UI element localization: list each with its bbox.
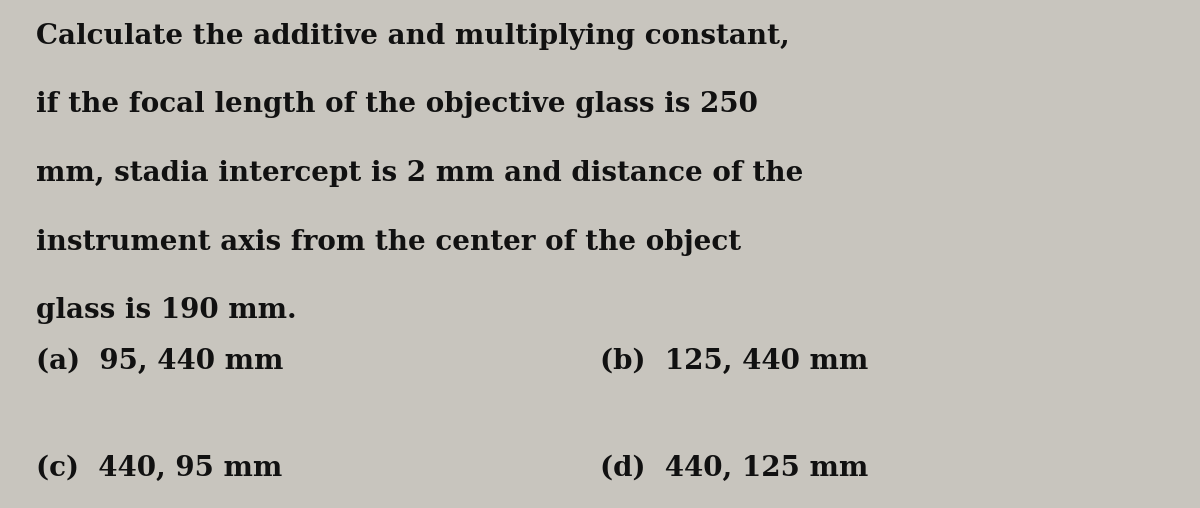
Text: Calculate the additive and multiplying constant,: Calculate the additive and multiplying c… bbox=[36, 23, 790, 50]
Text: (d)  440, 125 mm: (d) 440, 125 mm bbox=[600, 455, 869, 482]
Text: (a)  95, 440 mm: (a) 95, 440 mm bbox=[36, 348, 283, 375]
Text: if the focal length of the objective glass is 250: if the focal length of the objective gla… bbox=[36, 91, 758, 118]
Text: glass is 190 mm.: glass is 190 mm. bbox=[36, 297, 296, 324]
Text: instrument axis from the center of the object: instrument axis from the center of the o… bbox=[36, 229, 742, 256]
Text: (c)  440, 95 mm: (c) 440, 95 mm bbox=[36, 455, 282, 482]
Text: (b)  125, 440 mm: (b) 125, 440 mm bbox=[600, 348, 869, 375]
Text: mm, stadia intercept is 2 mm and distance of the: mm, stadia intercept is 2 mm and distanc… bbox=[36, 160, 803, 187]
